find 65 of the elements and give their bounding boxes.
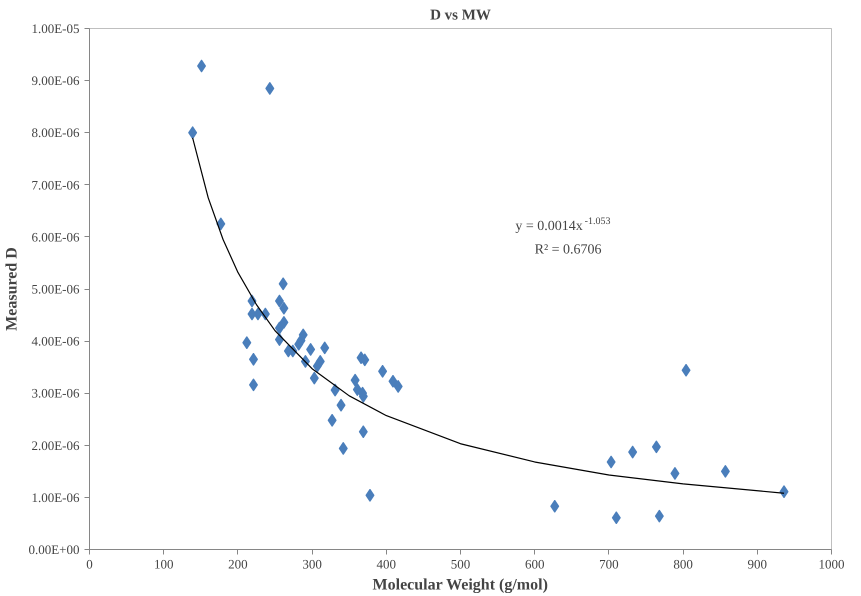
point [336, 398, 346, 412]
point [279, 316, 288, 329]
point [670, 466, 680, 480]
point [350, 374, 360, 387]
x-tick-label: 200 [228, 556, 248, 572]
y-tick-label: 3.00E-06 [31, 386, 80, 401]
point [720, 464, 730, 478]
x-tick-label: 700 [599, 556, 619, 572]
chart-title: D vs MW [430, 8, 491, 24]
point [388, 374, 398, 388]
point [294, 338, 304, 351]
point [652, 440, 661, 454]
point [780, 485, 789, 498]
y-tick-label: 1.00E-05 [31, 21, 80, 36]
point [330, 384, 340, 397]
point [606, 455, 616, 468]
point [306, 342, 316, 356]
x-tick-label: 0 [86, 556, 93, 572]
x-tick-label: 1000 [818, 556, 844, 572]
point [216, 217, 226, 230]
point [394, 380, 403, 393]
point [328, 414, 337, 427]
point [320, 341, 330, 354]
y-tick-label: 0.00E+00 [28, 542, 80, 557]
point [378, 364, 388, 378]
x-tick-label: 900 [748, 556, 768, 572]
x-tick-label: 400 [376, 556, 396, 572]
point [274, 322, 284, 335]
point [365, 488, 374, 502]
point [248, 378, 258, 392]
point [248, 352, 258, 366]
y-tick-label: 7.00E-06 [31, 177, 80, 192]
point [274, 294, 284, 308]
point [242, 336, 252, 350]
point [188, 126, 198, 140]
y-tick-label: 9.00E-06 [31, 73, 80, 88]
y-axis-title: Measured D [3, 247, 20, 331]
x-tick-label: 800 [673, 556, 693, 572]
point [358, 425, 368, 438]
point [628, 446, 638, 459]
y-tick-label: 8.00E-06 [31, 125, 80, 140]
point [278, 277, 288, 290]
point [312, 360, 322, 373]
y-tick-label: 5.00E-06 [31, 282, 80, 296]
point [279, 302, 288, 315]
x-tick-label: 100 [154, 556, 174, 572]
point [253, 308, 262, 321]
y-tick-label: 2.00E-06 [31, 438, 80, 453]
y-tick-label: 1.00E-06 [31, 490, 80, 505]
x-tick-label: 600 [524, 556, 544, 572]
point [360, 353, 370, 366]
y-tick-label: 4.00E-06 [31, 334, 80, 349]
y-tick-label: 6.00E-06 [31, 229, 80, 244]
point [197, 60, 206, 73]
point [265, 82, 274, 95]
x-axis-title: Molecular Weight (g/mol) [372, 576, 548, 594]
x-tick-label: 300 [302, 556, 322, 572]
point [338, 442, 348, 455]
point [612, 511, 621, 524]
x-tick-label: 500 [450, 556, 470, 572]
point [550, 500, 560, 513]
point [310, 372, 319, 385]
point [682, 364, 691, 377]
annotation: R² = 0.6706 [534, 242, 602, 258]
point [654, 510, 664, 523]
